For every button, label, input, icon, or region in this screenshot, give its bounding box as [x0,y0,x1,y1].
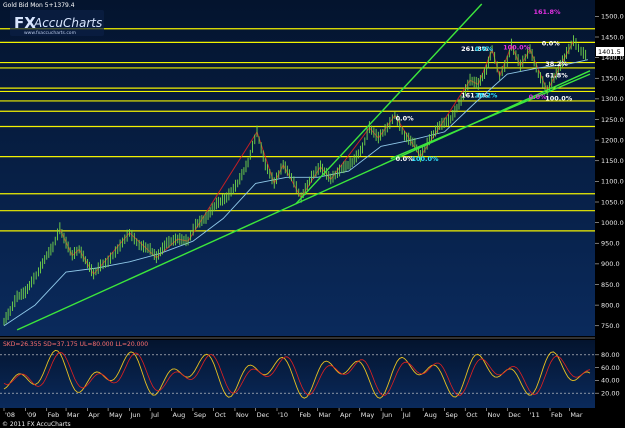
y-tick-label-1: 800.0 [601,301,620,309]
x-tick-label-2: Feb [48,411,60,419]
trendline-upper-support [390,73,591,160]
y-axis-strip [595,0,625,428]
logo-brand-text: AccuCharts [33,16,102,30]
x-tick-label-22: Oct [466,411,478,419]
fib-label-1: 0.0% [475,45,494,53]
x-tick-label-12: Dec [257,411,270,419]
stoch-d-line [3,351,591,396]
x-tick-label-0: '08 [5,411,15,419]
copyright-footer: © 2011 FX AccuCharts [2,421,71,428]
fib-label-7: 161.8% [533,8,561,16]
y-tick-label-0: 750.0 [601,322,620,330]
x-tick-label-11: Nov [236,411,249,419]
current-price-box [596,47,624,56]
fib-label-12: 0.0% [529,93,548,101]
y-tick-label-4: 950.0 [601,240,620,248]
x-tick-label-26: Feb [551,411,563,419]
x-tick-label-24: Dec [508,411,521,419]
fib-label-13: 100.0% [545,95,573,103]
symbol-header: Gold Bid Mon 5+1379.4 [3,2,75,9]
x-tick-label-17: May [361,411,375,419]
x-tick-label-7: Jul [150,411,159,419]
fib-label-10: 38.2% [545,60,568,68]
fib-label-8: 0.0% [542,39,561,47]
fib-label-0: 261.8% [461,45,489,53]
y-tick-label-5: 1000.0 [601,219,624,227]
fib-label-9: 100.0% [503,43,531,51]
fib-label-4: 0.0% [396,115,415,123]
oscillator-background [0,340,595,408]
trendline-steep-channel [295,3,483,205]
x-tick-label-5: May [109,411,123,419]
price-candles [3,35,587,326]
x-tick-label-10: Oct [215,411,227,419]
stoch-tick-label-2: 60.00 [601,364,620,372]
y-tick-label-8: 1150.0 [601,157,624,165]
stoch-tick-label-0: 20.00 [601,390,620,398]
y-tick-label-3: 900.0 [601,260,620,268]
y-tick-label-2: 850.0 [601,281,620,289]
stoch-tick-label-1: 40.00 [601,377,620,385]
logo-url-text: www.fxaccucharts.com [24,30,76,36]
y-tick-label-7: 1100.0 [601,178,624,186]
x-tick-label-18: Jun [381,411,392,419]
y-tick-label-6: 1050.0 [601,198,624,206]
oscillator-header: SKD=26.355 SD=37.175 UL=80.000 LL=20.000 [3,341,148,348]
current-price-label: 1401.5 [598,48,621,56]
x-tick-label-21: Sep [446,411,458,419]
x-tick-label-19: Jul [402,411,411,419]
y-tick-label-15: 1500.0 [601,13,624,21]
stoch-tick-label-3: 80.00 [601,351,620,359]
y-tick-label-9: 1200.0 [601,136,624,144]
x-tick-label-6: Jun [129,411,140,419]
x-tick-label-9: Sep [194,411,206,419]
y-tick-label-12: 1350.0 [601,75,624,83]
x-tick-label-20: Aug [424,411,437,419]
x-tick-label-1: '09 [26,411,36,419]
y-tick-label-13: 1400.0 [601,54,624,62]
x-axis-strip [0,408,595,428]
x-tick-label-15: Mar [319,411,332,419]
fib-label-11: 61.8% [545,71,568,79]
x-tick-label-13: '10 [278,411,288,419]
x-tick-label-16: Apr [340,411,352,419]
main-plot-background [0,0,595,336]
logo-fx-text: FX [14,14,36,32]
moving-average-line [3,59,588,327]
x-tick-label-8: Aug [173,411,186,419]
x-tick-label-3: Mar [67,411,80,419]
fx-accucharts-logo: FX AccuCharts www.fxaccucharts.com [10,10,104,36]
fib-label-5: 0.0% [396,155,415,163]
y-tick-label-14: 1450.0 [601,33,624,41]
x-tick-label-27: Mar [570,411,583,419]
y-tick-label-11: 1300.0 [601,95,624,103]
fib-label-3: 38.2% [475,92,498,100]
x-tick-label-25: '11 [530,411,540,419]
y-tick-label-10: 1250.0 [601,116,624,124]
x-tick-label-14: Feb [299,411,311,419]
fib-label-2: 161.8% [461,92,489,100]
x-tick-label-23: Nov [488,411,501,419]
fib-label-6: 100.0% [411,155,439,163]
x-tick-label-4: Apr [88,411,100,419]
